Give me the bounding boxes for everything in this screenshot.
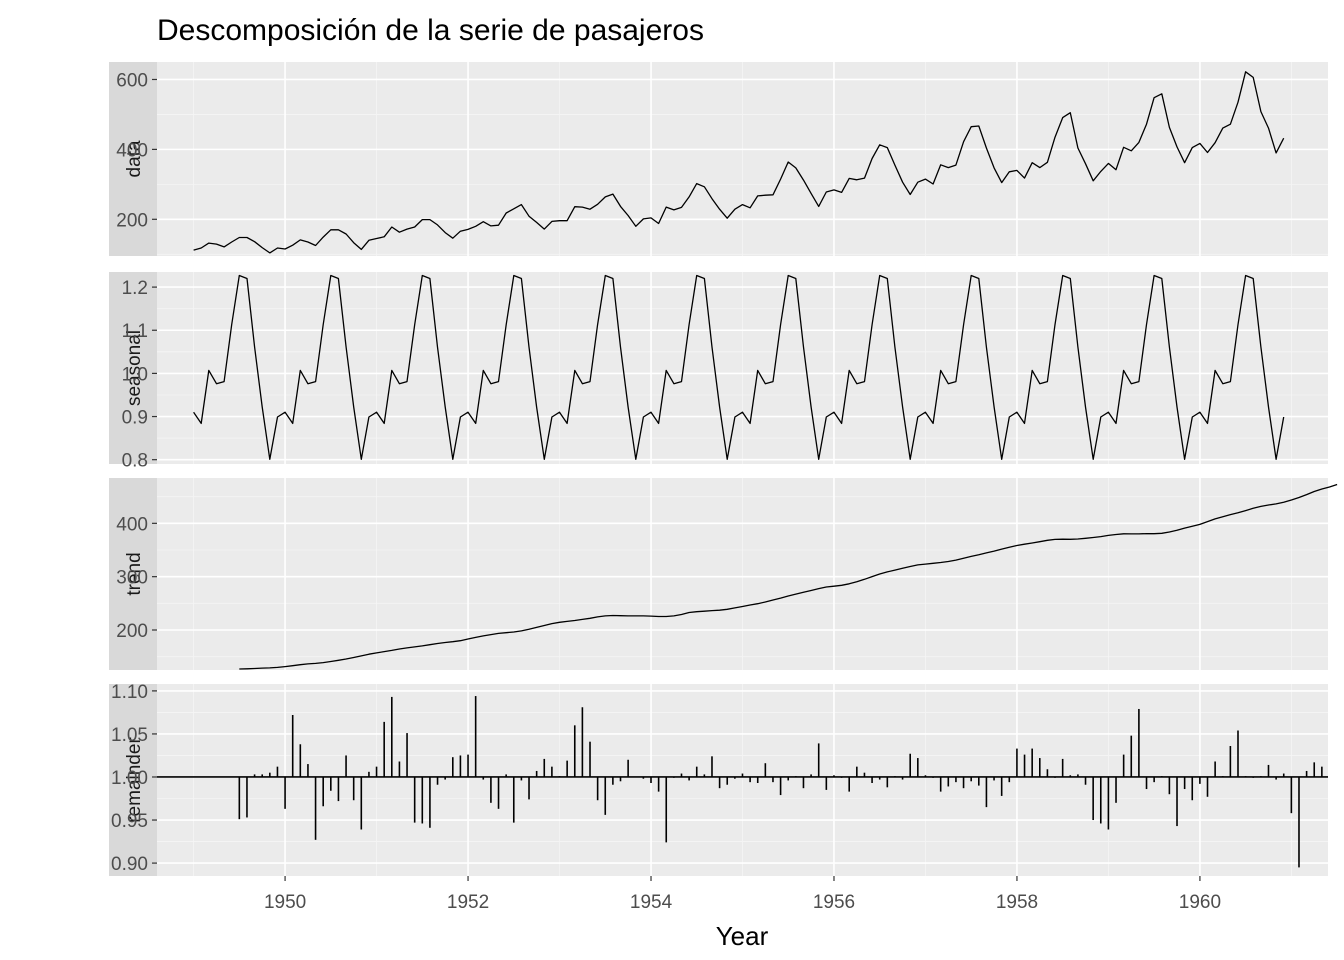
panel-trend: trend 200 300 400 xyxy=(109,478,1338,670)
x-tick-label: 1954 xyxy=(630,892,673,913)
y-tick-label: 200 xyxy=(116,621,148,642)
y-tick-label: 200 xyxy=(116,210,148,231)
x-tick-label: 1960 xyxy=(1179,892,1221,913)
x-axis: 1950 1952 1954 1956 1958 1960 xyxy=(264,876,1221,913)
strip-background xyxy=(109,272,157,464)
x-axis-label: Year xyxy=(716,921,769,951)
x-tick-label: 1958 xyxy=(996,892,1038,913)
x-tick-label: 1950 xyxy=(264,892,306,913)
y-tick-label: 400 xyxy=(116,514,148,535)
strip-background xyxy=(109,478,157,670)
y-tick-label: 0.8 xyxy=(122,451,148,472)
y-tick-label: 0.9 xyxy=(122,408,148,429)
y-tick-label: 400 xyxy=(116,140,148,161)
strip-background xyxy=(109,684,157,876)
y-tick-label: 600 xyxy=(116,70,148,91)
chart-title: Descomposición de la serie de pasajeros xyxy=(157,14,704,47)
strip-background xyxy=(109,62,157,256)
y-tick-label: 1.1 xyxy=(122,321,148,342)
y-tick-label: 0.90 xyxy=(111,854,148,875)
strip-label-remainder: remainder xyxy=(124,737,145,823)
y-tick-label: 1.05 xyxy=(111,725,148,746)
series-line-data xyxy=(193,71,1285,254)
facet-panels: data 200 400 600 seasonal 0.8 0.9 1.0 1.1 1.2 tren… xyxy=(109,62,1338,876)
y-tick-label: 1.10 xyxy=(111,682,148,703)
panel-seasonal: seasonal 0.8 0.9 1.0 1.1 1.2 xyxy=(109,272,1328,472)
panel-data: data 200 400 600 xyxy=(109,62,1328,256)
strip-label-data: data xyxy=(124,140,145,177)
series-line-seasonal xyxy=(193,274,1285,460)
y-tick-label: 1.00 xyxy=(111,768,148,789)
y-tick-label: 300 xyxy=(116,568,148,589)
strip-label-trend: trend xyxy=(124,552,145,595)
x-tick-label: 1956 xyxy=(813,892,855,913)
y-tick-label: 1.2 xyxy=(122,278,148,299)
y-tick-label: 0.95 xyxy=(111,811,148,832)
panel-remainder: remainder 0.90 0.95 1.00 1.05 1.10 xyxy=(109,682,1328,876)
strip-label-seasonal: seasonal xyxy=(124,330,145,406)
y-tick-label: 1.0 xyxy=(122,364,148,385)
x-tick-label: 1952 xyxy=(447,892,489,913)
series-line-trend xyxy=(239,483,1338,670)
